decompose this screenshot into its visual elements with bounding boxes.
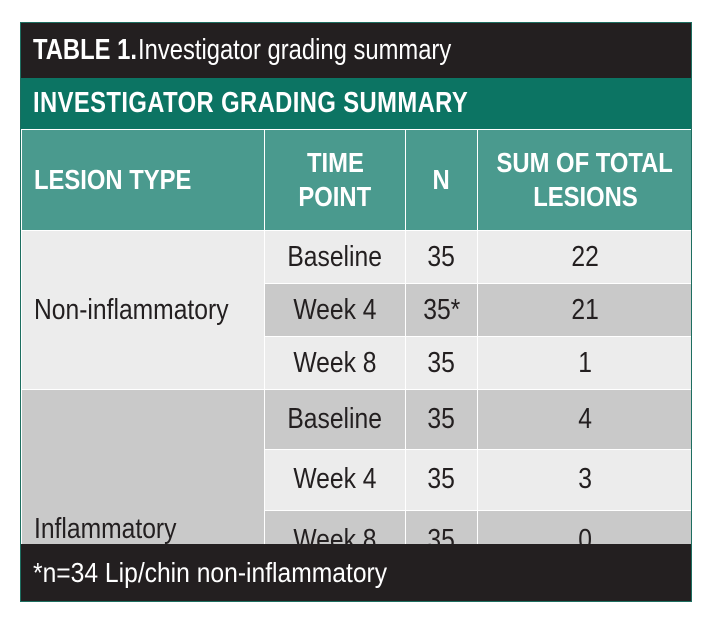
time-point-cell: Baseline [264,388,406,451]
table-row: Week 8 35 1 [22,336,691,390]
table-title-bar: TABLE 1. Investigator grading summary [21,23,691,78]
time-point-cell: Week 4 [264,283,406,337]
sum-value: 1 [578,346,592,379]
sum-cell: 3 [477,449,691,511]
header-lesion-type: LESION TYPE [21,129,265,231]
header-time-point-line1: TIME [306,147,364,178]
lesion-type-label: Inflammatory [34,513,177,545]
time-point-value: Week 4 [293,463,377,496]
lesion-type-cell: Non-inflammatory [21,230,265,390]
sum-cell: 22 [477,230,691,284]
header-sum-total-lesions: SUM OF TOTAL LESIONS [477,129,691,231]
time-point-value: Week 8 [293,346,377,379]
n-value: 35* [422,293,460,326]
time-point-value: Week 4 [293,293,377,326]
time-point-cell: Week 8 [264,336,406,390]
header-time-point-line2: POINT [298,181,372,212]
n-value: 35 [427,463,456,496]
n-value: 35 [427,346,456,379]
sum-cell: 1 [477,336,691,390]
table-title-text: Investigator grading summary [137,34,451,66]
table-number-label: TABLE 1. [33,34,137,66]
header-time-point: TIME POINT [264,129,406,231]
n-cell: 35 [405,336,478,390]
footnote-text: *n=34 Lip/chin non-inflammatory [33,556,388,588]
header-lesion-type-text: LESION TYPE [34,164,192,195]
grading-table: LESION TYPE TIME POINT N SUM OF TOTAL LE… [21,129,691,572]
n-cell: 35 [405,388,478,451]
n-cell: 35 [405,230,478,284]
table-row: Week 4 35* 21 [22,283,691,337]
table-card: TABLE 1. Investigator grading summary IN… [20,22,692,602]
time-point-value: Baseline [287,403,383,436]
sum-value: 4 [578,403,592,436]
banner-text: INVESTIGATOR GRADING SUMMARY [33,87,469,119]
sum-value: 22 [571,240,599,273]
header-n: N [405,129,478,231]
sum-cell: 4 [477,388,691,451]
sum-value: 3 [578,463,592,496]
time-point-cell: Baseline [264,230,406,284]
header-row: LESION TYPE TIME POINT N SUM OF TOTAL LE… [21,129,691,231]
time-point-value: Baseline [287,240,383,273]
table-footnote-bar: *n=34 Lip/chin non-inflammatory [21,544,691,601]
table-banner: INVESTIGATOR GRADING SUMMARY [21,78,691,129]
lesion-type-label: Non-inflammatory [34,293,229,326]
n-cell: 35* [405,283,478,337]
n-value: 35 [427,403,456,436]
lesion-type-cell: Inflammatory [21,389,265,571]
sum-value: 21 [571,293,599,326]
table-row: Week 4 35 3 [22,449,691,511]
time-point-cell: Week 4 [264,449,406,511]
header-n-text: N [432,164,451,195]
table-row: Non-inflammatory Baseline 35 22 [21,230,691,390]
n-cell: 35 [405,449,478,511]
n-value: 35 [427,240,456,273]
sum-cell: 21 [477,283,691,337]
header-sum-line1: SUM OF TOTAL [496,147,674,178]
header-sum-line2: LESIONS [532,181,638,212]
table-row: Inflammatory Baseline 35 4 [21,388,691,571]
